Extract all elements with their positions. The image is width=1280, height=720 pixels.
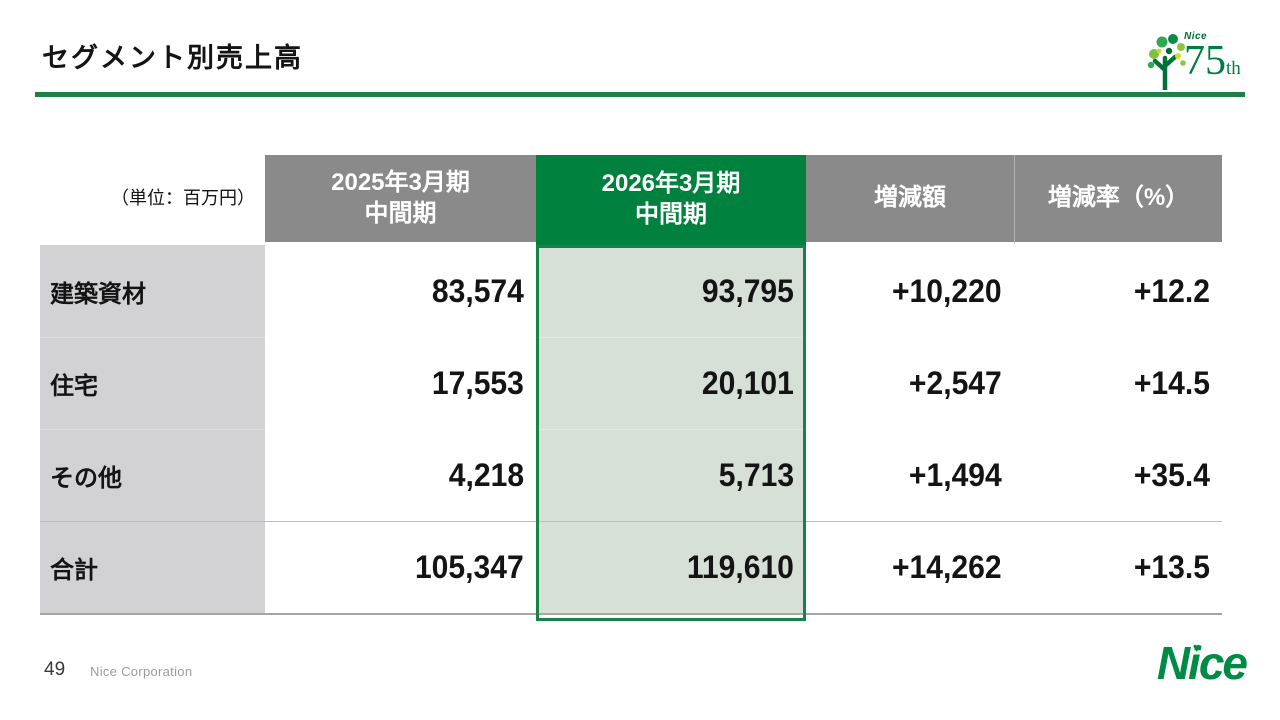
row-label-other: その他 (40, 429, 265, 521)
unit-label: （単位：百万円） (111, 187, 255, 208)
col-header-change-amount: 増減額 (806, 155, 1014, 245)
unit-label-cell: （単位：百万円） (40, 155, 265, 245)
value-fy2025: 17,553 (265, 337, 536, 429)
anniversary-tree-icon (1147, 34, 1186, 90)
anniversary-suffix: th (1226, 58, 1241, 79)
value-text: +2,547 (909, 364, 1002, 401)
anniversary-number: 75 (1184, 38, 1226, 84)
col-header-line1: 2026年3月期 (601, 170, 741, 198)
company-name: Nice Corporation (90, 664, 193, 679)
row-label-total: 合計 (40, 521, 265, 613)
anniversary-75th-text: 75th (1184, 40, 1241, 82)
value-text: 4,218 (448, 456, 524, 493)
value-change-amount: +1,494 (806, 429, 1014, 521)
value-change-amount: +2,547 (806, 337, 1014, 429)
value-text: 5,713 (718, 457, 794, 493)
value-fy2025: 83,574 (265, 245, 536, 337)
row-label-housing: 住宅 (40, 337, 265, 429)
value-text: +1,494 (909, 456, 1002, 493)
page-number: 49 (44, 659, 66, 680)
col-header-fy2026-interim: 2026年3月期 中間期 (536, 155, 806, 245)
anniversary-logo: Nice 75th (1146, 26, 1256, 92)
value-change-amount: +14,262 (806, 521, 1014, 613)
value-text: +14.5 (1133, 364, 1210, 401)
value-text: +10,220 (892, 272, 1002, 309)
value-change-rate: +35.4 (1014, 429, 1222, 521)
value-change-rate: +14.5 (1014, 337, 1222, 429)
value-text: +35.4 (1133, 456, 1210, 493)
col-header-line1: 2025年3月期 (331, 168, 470, 196)
nice-logo: Nice ♥ (1156, 637, 1248, 689)
anniversary-text: Nice 75th (1184, 31, 1241, 83)
value-text: 93,795 (701, 272, 794, 309)
value-fy2026: 119,610 (536, 521, 806, 613)
col-header-change-rate: 増減率（%） (1014, 155, 1222, 245)
title-underline (35, 92, 1245, 97)
page-title: セグメント別売上高 (42, 43, 303, 73)
value-fy2025: 4,218 (265, 429, 536, 521)
col-header-label: 増減率（%） (1047, 184, 1190, 212)
value-change-rate: +13.5 (1014, 521, 1222, 613)
value-change-amount: +10,220 (806, 245, 1014, 337)
col-header-line2: 中間期 (364, 199, 437, 227)
segment-sales-table: （単位：百万円） 2025年3月期 中間期 2026年3月期 中間期 増減額 増… (40, 155, 1222, 621)
value-text: 119,610 (686, 549, 794, 585)
value-text: 17,553 (431, 364, 524, 401)
value-text: +14,262 (892, 549, 1002, 585)
heart-icon: ♥ (1192, 640, 1201, 655)
anniversary-brand-text: Nice (1184, 31, 1208, 42)
col-header-label: 増減額 (874, 184, 946, 212)
nice-logo-text: Nice (1156, 637, 1248, 689)
value-text: +12.2 (1133, 272, 1210, 309)
value-fy2025: 105,347 (265, 521, 536, 613)
col-header-fy2025-interim: 2025年3月期 中間期 (265, 155, 536, 245)
value-fy2026: 5,713 (536, 429, 806, 521)
value-fy2026: 93,795 (536, 245, 806, 337)
row-label-building-materials: 建築資材 (40, 245, 265, 337)
value-change-rate: +12.2 (1014, 245, 1222, 337)
col-header-line2: 中間期 (635, 201, 707, 228)
value-text: 83,574 (431, 272, 524, 309)
value-text: 20,101 (701, 365, 794, 401)
value-text: 105,347 (415, 549, 524, 585)
value-fy2026: 20,101 (536, 337, 806, 429)
value-text: +13.5 (1133, 549, 1210, 585)
